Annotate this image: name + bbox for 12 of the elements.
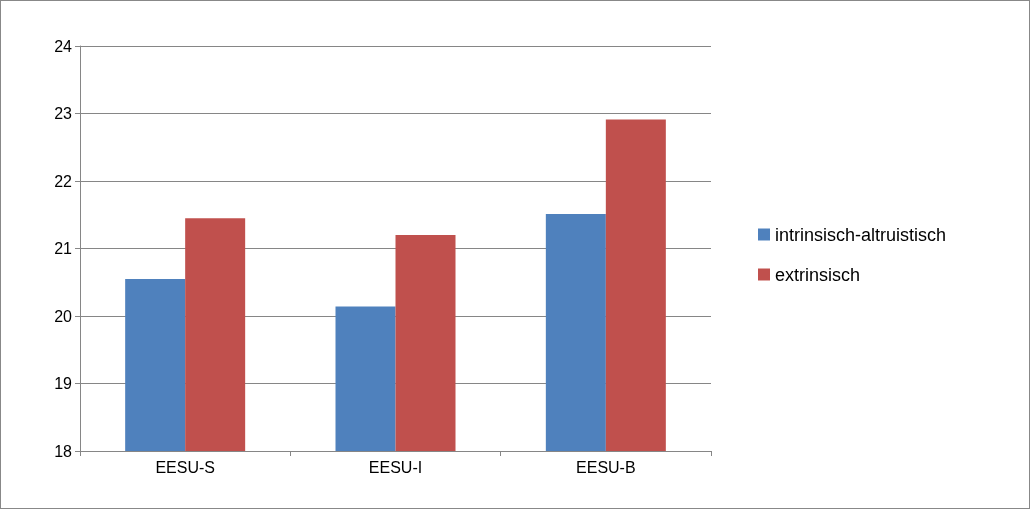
y-tick-label: 23 <box>54 105 73 122</box>
y-tick-label: 21 <box>54 240 73 257</box>
y-tick-label: 24 <box>54 37 73 55</box>
x-tick-label: EESU-B <box>576 458 636 476</box>
legend-label: extrinsisch <box>775 264 861 285</box>
y-tick-label: 19 <box>54 375 73 392</box>
y-tick-label: 18 <box>54 442 73 460</box>
y-tick-label: 22 <box>54 172 73 190</box>
legend-label: intrinsisch-altruistisch <box>775 224 947 245</box>
x-tick-label: EESU-I <box>368 458 423 476</box>
y-tick-label: 20 <box>54 307 73 325</box>
x-tick-label: EESU-S <box>155 458 215 476</box>
